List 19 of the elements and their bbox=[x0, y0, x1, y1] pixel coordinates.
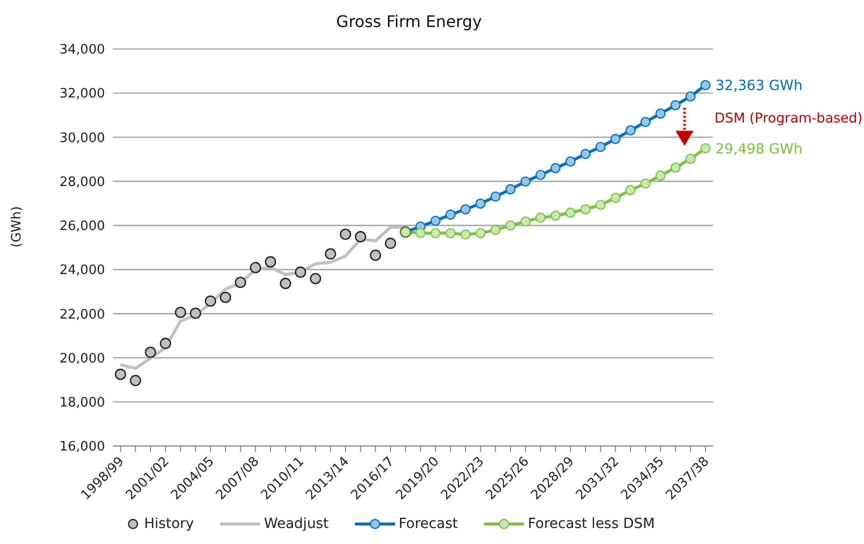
text: DSM (Program-based) bbox=[714, 110, 863, 127]
legend-label: Weadjust bbox=[264, 516, 329, 532]
y-tick-label: 28,000 bbox=[60, 174, 105, 190]
y-tick-label: 22,000 bbox=[60, 307, 105, 322]
y-axis-title: (GWh) bbox=[10, 206, 25, 248]
annotation: 29,498 GWh bbox=[716, 141, 803, 158]
y-tick-label: 34,000 bbox=[60, 42, 105, 58]
y-tick-label: 30,000 bbox=[60, 130, 105, 146]
legend-label: Forecast less DSM bbox=[528, 516, 655, 532]
y-tick-label: 18,000 bbox=[60, 396, 105, 411]
y-tick-label: 26,000 bbox=[60, 219, 105, 234]
y-tick-label: 16,000 bbox=[60, 440, 105, 455]
chart-title: Gross Firm Energy bbox=[335, 12, 483, 31]
legend-label: History bbox=[144, 516, 194, 532]
y-tick-label: 32,000 bbox=[60, 86, 105, 102]
annotation: 32,363 GWh bbox=[716, 78, 803, 94]
legend-label: Forecast bbox=[398, 516, 458, 532]
y-tick-label: 24,000 bbox=[60, 263, 105, 278]
y-tick-label: 20,000 bbox=[60, 351, 105, 366]
